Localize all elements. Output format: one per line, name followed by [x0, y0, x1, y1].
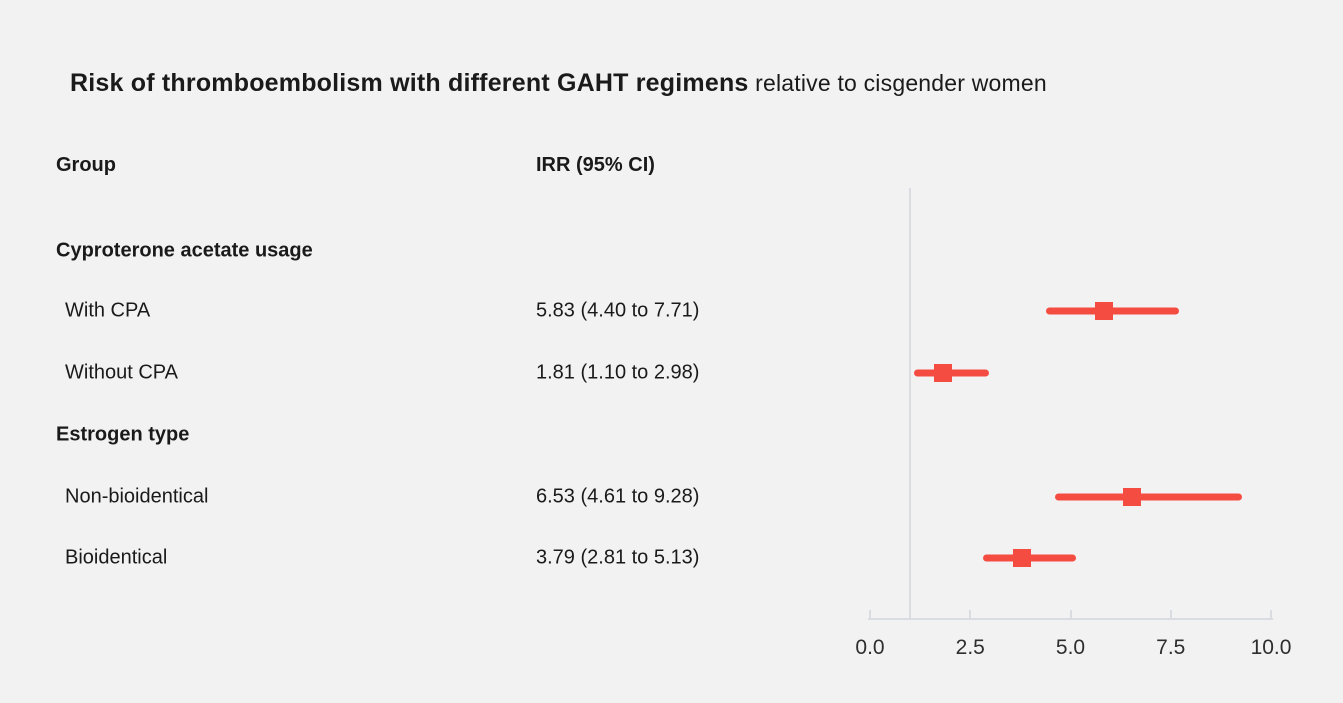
point-estimate-marker — [1094, 302, 1113, 320]
row-irr-value: 6.53 (4.61 to 9.28) — [536, 485, 700, 508]
point-estimate-marker — [1122, 488, 1141, 506]
x-axis-tick — [1270, 610, 1272, 618]
page-title: Risk of thromboembolism with different G… — [70, 69, 1047, 98]
x-axis-tick — [1169, 610, 1172, 618]
column-header-group: Group — [56, 154, 116, 176]
x-axis-tick-label: 10.0 — [1250, 636, 1292, 659]
confidence-interval-line — [1046, 307, 1180, 315]
x-axis-tick — [969, 610, 972, 618]
x-axis-tick — [869, 610, 871, 618]
point-estimate-marker — [1012, 549, 1031, 567]
reference-line — [909, 188, 912, 618]
row-label: Bioidentical — [65, 546, 168, 569]
confidence-interval-line — [914, 369, 990, 377]
point-estimate-marker — [933, 364, 952, 382]
title-suffix: relative to cisgender women — [748, 70, 1047, 96]
x-axis-line — [868, 618, 1273, 620]
section-header: Cyproterone acetate usage — [56, 239, 313, 262]
row-label: Without CPA — [65, 361, 178, 384]
x-axis-tick-label: 7.5 — [1156, 636, 1186, 659]
row-irr-value: 1.81 (1.10 to 2.98) — [536, 361, 700, 384]
row-label: Non-bioidentical — [65, 485, 209, 508]
row-irr-value: 5.83 (4.40 to 7.71) — [536, 299, 700, 322]
column-header-irr: IRR (95% CI) — [536, 154, 655, 176]
x-axis-tick-label: 2.5 — [955, 636, 985, 659]
x-axis-tick — [1069, 610, 1072, 618]
section-header: Estrogen type — [56, 423, 190, 446]
x-axis-tick-label: 0.0 — [855, 636, 885, 659]
row-irr-value: 3.79 (2.81 to 5.13) — [536, 546, 700, 569]
row-label: With CPA — [65, 299, 151, 322]
confidence-interval-line — [1054, 493, 1243, 501]
title-main: Risk of thromboembolism with different G… — [70, 69, 749, 97]
x-axis-tick-label: 5.0 — [1055, 636, 1086, 659]
